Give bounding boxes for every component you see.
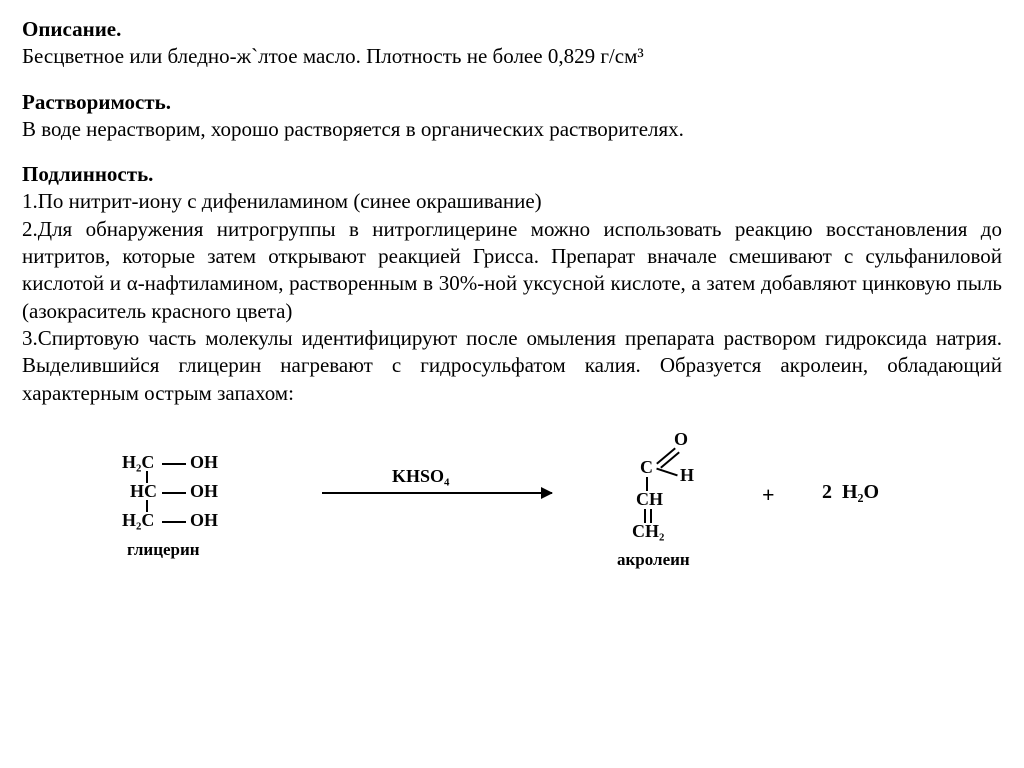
- glycerol-c2-left: HC: [130, 481, 157, 502]
- bond: [162, 463, 186, 465]
- bond: [146, 471, 148, 483]
- acrolein-CH2: CH₂: [632, 521, 664, 542]
- identity-item-2: 2.Для обнаружения нитрогруппы в нитрогли…: [22, 216, 1002, 325]
- identity-item-1: 1.По нитрит-иону с дифениламином (синее …: [22, 188, 1002, 215]
- glycerol-c1-left: H₂C: [122, 452, 154, 473]
- bond: [146, 500, 148, 512]
- reaction-arrow: [322, 492, 552, 494]
- identity-item-3: 3.Спиртовую часть молекулы идентифицирую…: [22, 325, 1002, 407]
- reactant-label: глицерин: [127, 539, 200, 561]
- glycerol-c1-right: OH: [190, 452, 218, 473]
- heading-solubility: Растворимость.: [22, 89, 1002, 116]
- byproduct: 2 H₂O: [822, 481, 879, 504]
- heading-identity: Подлинность.: [22, 161, 1002, 188]
- product-label: акролеин: [617, 549, 690, 571]
- reagent-label: KHSO₄: [392, 465, 449, 488]
- bond: [656, 468, 678, 477]
- acrolein-O: O: [674, 429, 688, 450]
- heading-description: Описание.: [22, 16, 1002, 43]
- bond: [162, 492, 186, 494]
- glycerol-c3-right: OH: [190, 510, 218, 531]
- acrolein-CH: CH: [636, 489, 663, 510]
- glycerol-c3-left: H₂C: [122, 510, 154, 531]
- acrolein-H: H: [680, 465, 694, 486]
- reaction-diagram: H₂C OH HC OH H₂C OH глицерин KHSO₄ O C H…: [22, 437, 1002, 597]
- description-text: Бесцветное или бледно-ж`лтое масло. Плот…: [22, 43, 1002, 70]
- plus-sign: +: [762, 481, 775, 510]
- bond: [162, 521, 186, 523]
- solubility-text: В воде нерастворим, хорошо растворяется …: [22, 116, 1002, 143]
- glycerol-c2-right: OH: [190, 481, 218, 502]
- acrolein-C: C: [640, 457, 653, 478]
